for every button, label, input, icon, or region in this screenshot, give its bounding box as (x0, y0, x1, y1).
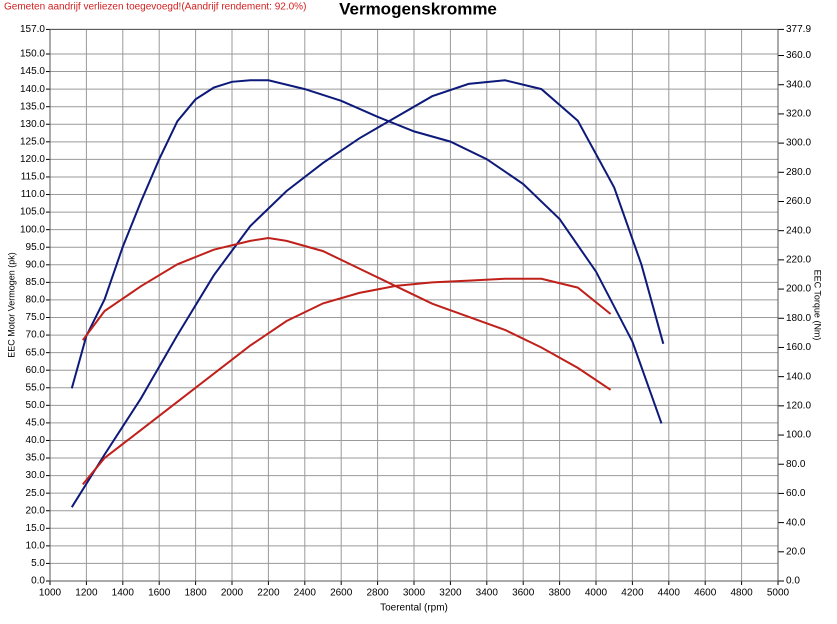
curve (82, 277, 612, 486)
y-tick-label: 45.0 (26, 418, 46, 429)
chart-title: Vermogenskromme (339, 0, 497, 18)
y-tick-label: 85.0 (26, 277, 46, 288)
y2-axis-label: EEC Torque (Nm) (813, 270, 823, 341)
y2-tick-label: 40.0 (786, 517, 806, 528)
x-tick-label: 2200 (257, 588, 280, 599)
x-tick-label: 1600 (148, 588, 171, 599)
curve (70, 79, 665, 508)
y-tick-label: 35.0 (26, 453, 46, 464)
x-tick-label: 2000 (221, 588, 244, 599)
x-tick-label: 1800 (184, 588, 207, 599)
y2-tick-label: 360.0 (786, 50, 811, 61)
y2-tick-label: 180.0 (786, 313, 811, 324)
x-tick-label: 1000 (39, 588, 62, 599)
y-tick-label: 55.0 (26, 382, 46, 393)
y2-tick-label: 300.0 (786, 138, 811, 149)
x-tick-label: 2600 (330, 588, 353, 599)
y-tick-label: 0.0 (31, 576, 45, 587)
x-tick-label: 5000 (767, 588, 790, 599)
y-tick-label: 20.0 (26, 505, 46, 516)
y-tick-label: 65.0 (26, 347, 46, 358)
y-tick-label: 145.0 (20, 66, 45, 77)
y-tick-label: 130.0 (20, 119, 45, 130)
x-tick-label: 4600 (694, 588, 717, 599)
y2-tick-label: 140.0 (786, 371, 811, 382)
y2-tick-label: 280.0 (786, 167, 811, 178)
y-tick-label: 15.0 (26, 523, 46, 534)
x-tick-label: 2800 (366, 588, 389, 599)
y-tick-label: 10.0 (26, 541, 46, 552)
x-tick-label: 4800 (730, 588, 753, 599)
y2-tick-label: 240.0 (786, 225, 811, 236)
y-tick-label: 140.0 (20, 84, 45, 95)
y-tick-label: 157.0 (20, 24, 45, 35)
y-tick-label: 115.0 (21, 172, 46, 183)
y-tick-label: 60.0 (26, 365, 46, 376)
x-tick-label: 3000 (403, 588, 426, 599)
x-tick-label: 1400 (112, 588, 135, 599)
y-tick-label: 110.0 (21, 189, 46, 200)
x-tick-label: 1200 (75, 588, 98, 599)
y-tick-label: 25.0 (26, 488, 46, 499)
plot-frame (49, 28, 779, 582)
y2-tick-label: 320.0 (786, 109, 811, 120)
y-tick-label: 75.0 (26, 312, 46, 323)
y-tick-label: 80.0 (26, 295, 46, 306)
y2-tick-label: 0.0 (786, 576, 800, 587)
x-tick-label: 3200 (439, 588, 462, 599)
y-tick-label: 150.0 (20, 49, 45, 60)
y-tick-label: 120.0 (20, 154, 45, 165)
y-tick-label: 90.0 (26, 259, 46, 270)
y2-tick-label: 377.9 (786, 24, 811, 35)
x-tick-label: 4000 (585, 588, 608, 599)
y-tick-label: 135.0 (20, 101, 45, 112)
y2-tick-label: 60.0 (786, 488, 806, 499)
curve (81, 236, 612, 391)
x-tick-label: 2400 (294, 588, 317, 599)
y-tick-label: 50.0 (26, 400, 46, 411)
x-tick-label: 3400 (476, 588, 499, 599)
x-tick-label: 4200 (621, 588, 644, 599)
x-tick-label: 3600 (512, 588, 535, 599)
y-tick-label: 95.0 (26, 242, 46, 253)
y-tick-label: 30.0 (26, 470, 46, 481)
y-tick-label: 70.0 (26, 330, 46, 341)
y2-tick-label: 160.0 (786, 342, 811, 353)
y2-tick-label: 20.0 (786, 546, 806, 557)
x-tick-label: 3800 (548, 588, 571, 599)
y-axis-label: EEC Motor Vermogen (pk) (6, 252, 16, 358)
y-tick-label: 40.0 (26, 435, 46, 446)
y-tick-label: 125.0 (20, 136, 45, 147)
y-tick-label: 5.0 (31, 558, 45, 569)
y2-tick-label: 200.0 (786, 284, 811, 295)
y2-tick-label: 80.0 (786, 459, 806, 470)
y-tick-label: 105.0 (20, 207, 45, 218)
x-axis-label: Toerental (rpm) (380, 603, 448, 614)
y2-tick-label: 260.0 (786, 196, 811, 207)
y2-tick-label: 340.0 (786, 79, 811, 90)
y2-tick-label: 120.0 (786, 400, 811, 411)
curve (70, 79, 663, 424)
note: Gemeten aandrijf verliezen toegevoegd!(A… (4, 2, 306, 13)
x-tick-label: 4400 (658, 588, 681, 599)
y2-tick-label: 220.0 (786, 255, 811, 266)
y2-tick-label: 100.0 (786, 430, 811, 441)
y-tick-label: 100.0 (20, 224, 45, 235)
